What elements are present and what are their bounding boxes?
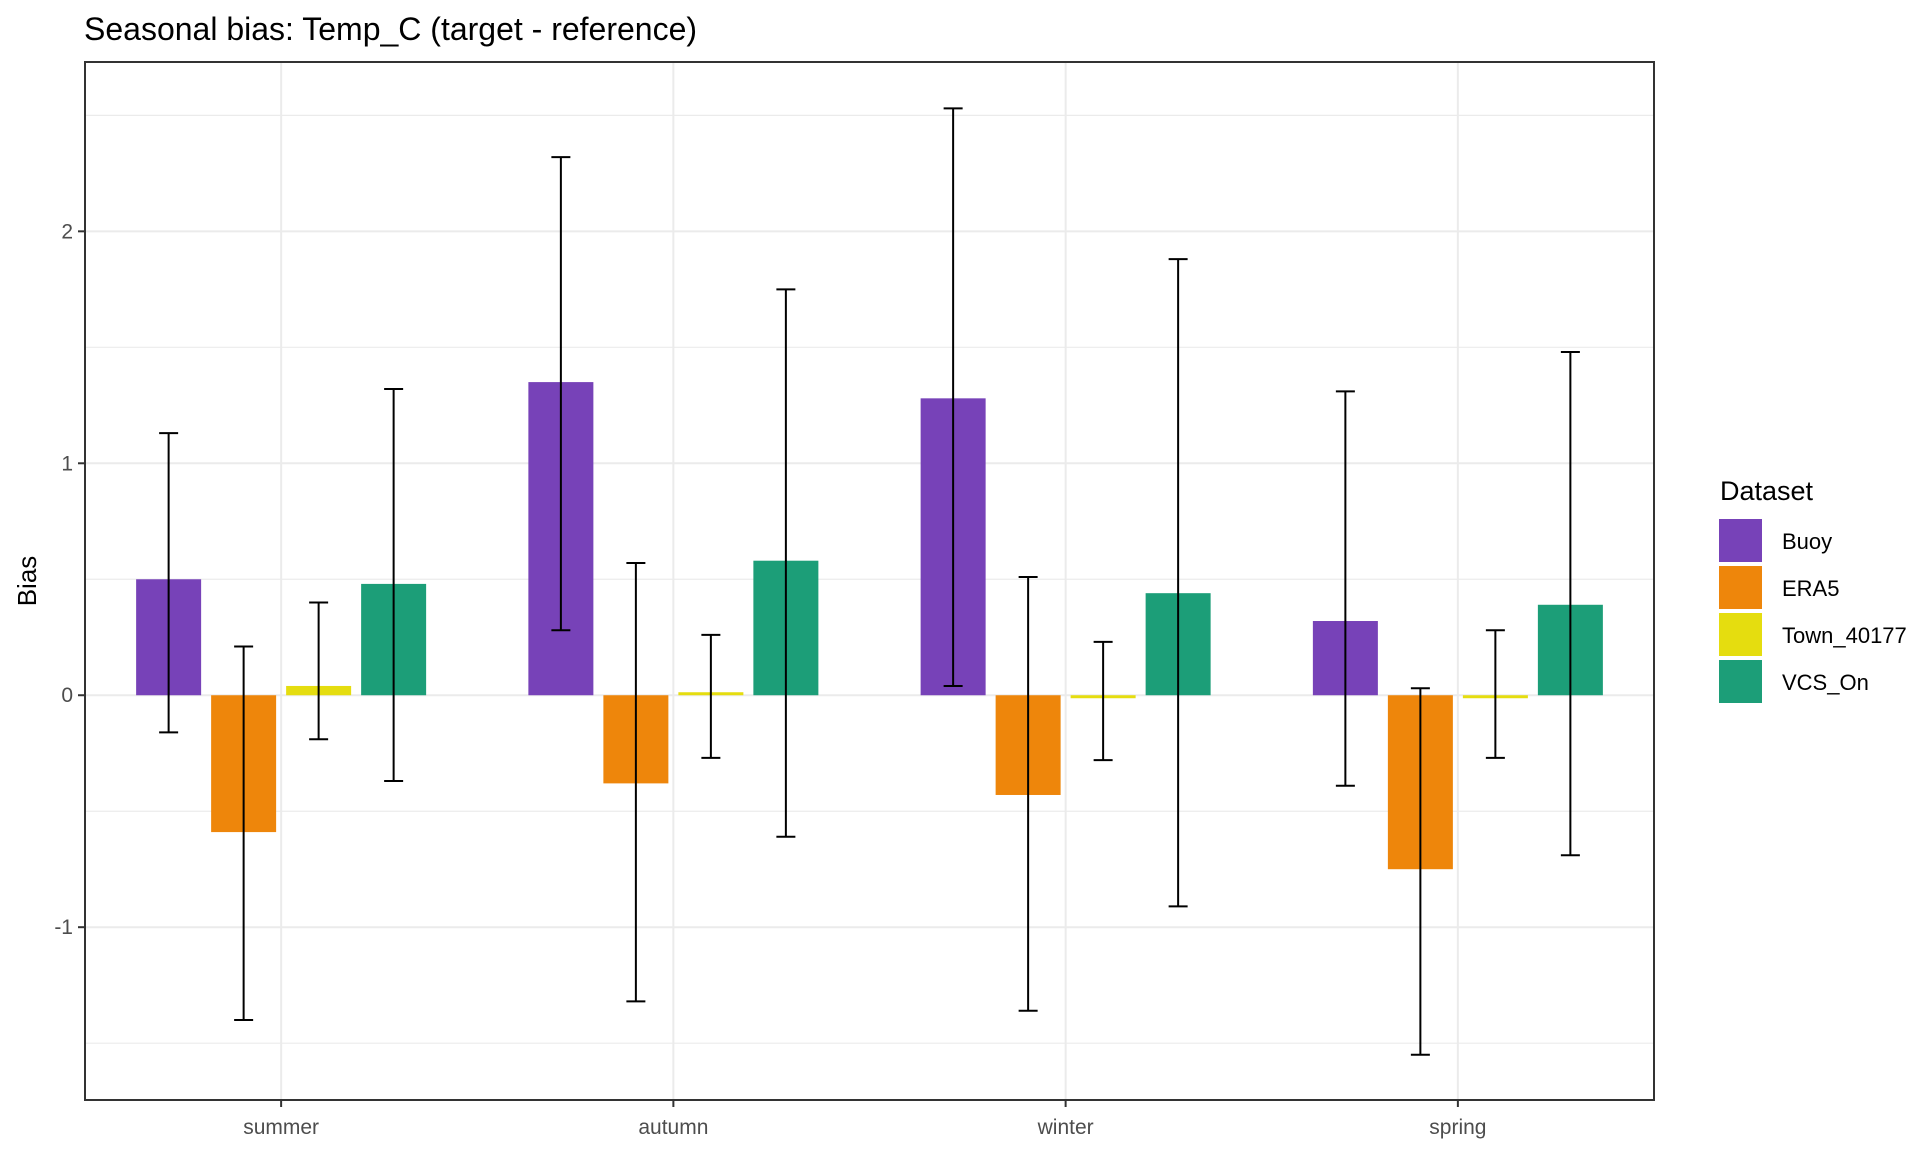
error-bar-vcs_on-spring	[1560, 350, 1580, 857]
legend-title: Dataset	[1720, 476, 1814, 506]
error-bar-buoy-winter	[943, 107, 963, 687]
x-tick-label: summer	[243, 1116, 319, 1139]
error-bar-buoy-summer	[159, 432, 179, 734]
x-axis: summer autumn winter spring	[243, 1100, 1486, 1139]
chart-title: Seasonal bias: Temp_C (target - referenc…	[84, 11, 697, 47]
error-bar-town_40177-spring	[1485, 629, 1505, 759]
y-tick-label: 2	[61, 220, 73, 243]
y-axis-title: Bias	[12, 556, 42, 607]
legend: Dataset Buoy ERA5 Town_40177 VCS_On	[1719, 476, 1907, 703]
x-tick-label: winter	[1037, 1116, 1094, 1139]
error-bar-vcs_on-winter	[1168, 258, 1188, 908]
error-bars	[159, 107, 1580, 1056]
error-bar-era5-autumn	[626, 562, 646, 1003]
error-bar-era5-spring	[1410, 687, 1430, 1056]
legend-item-era5: ERA5	[1719, 566, 1839, 609]
y-tick-label: 0	[61, 684, 73, 707]
error-bar-era5-summer	[234, 645, 254, 1021]
legend-item-town_40177: Town_40177	[1719, 613, 1907, 656]
legend-label: ERA5	[1782, 576, 1839, 601]
x-tick-label: autumn	[638, 1116, 708, 1139]
error-bar-vcs_on-summer	[384, 388, 404, 783]
legend-label: Town_40177	[1782, 623, 1907, 648]
panel-border	[84, 61, 1655, 1101]
y-axis: -1 0 1 2	[54, 220, 85, 939]
legend-swatch	[1719, 566, 1762, 609]
y-tick-label: -1	[54, 916, 73, 939]
x-tick-label: spring	[1429, 1116, 1486, 1139]
legend-label: Buoy	[1782, 529, 1832, 554]
error-bar-buoy-autumn	[551, 156, 571, 632]
legend-swatch	[1719, 519, 1762, 562]
panel-frame	[84, 61, 1655, 1101]
plot-panel	[85, 62, 1654, 1100]
error-bar-town_40177-winter	[1093, 640, 1113, 762]
error-bar-era5-winter	[1018, 575, 1038, 1012]
legend-swatch	[1719, 613, 1762, 656]
legend-item-vcs_on: VCS_On	[1719, 660, 1869, 703]
error-bar-buoy-spring	[1335, 390, 1355, 787]
panel-background	[85, 62, 1654, 1100]
legend-swatch	[1719, 660, 1762, 703]
error-bar-town_40177-autumn	[701, 633, 721, 759]
legend-label: VCS_On	[1782, 670, 1869, 695]
error-bar-vcs_on-autumn	[776, 288, 796, 838]
error-bar-town_40177-summer	[309, 601, 329, 741]
legend-item-buoy: Buoy	[1719, 519, 1832, 562]
y-tick-label: 1	[61, 452, 73, 475]
